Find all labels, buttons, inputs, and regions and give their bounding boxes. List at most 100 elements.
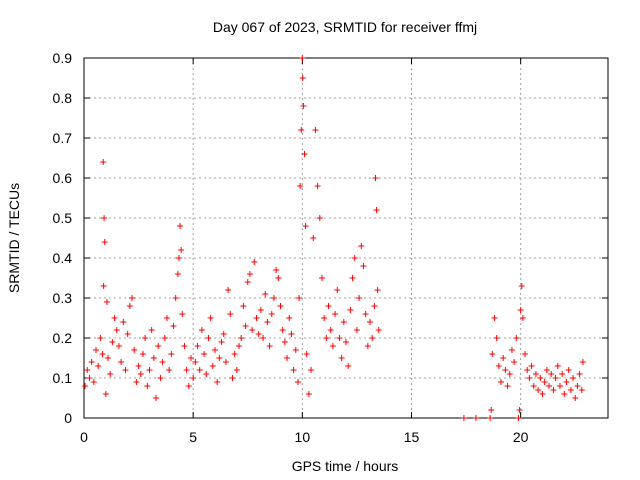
data-point	[500, 355, 507, 361]
data-point	[174, 271, 181, 277]
data-point	[349, 275, 356, 281]
data-points	[82, 55, 586, 421]
data-point	[251, 259, 258, 265]
data-point	[205, 335, 212, 341]
data-point	[181, 343, 188, 349]
data-point	[146, 367, 153, 373]
data-point	[327, 327, 334, 333]
data-point	[310, 235, 317, 241]
data-point	[318, 275, 325, 281]
data-point	[347, 307, 354, 313]
data-point	[101, 215, 108, 221]
data-point	[207, 315, 214, 321]
data-point	[255, 331, 262, 337]
y-tick-label: 0.4	[53, 250, 73, 266]
data-point	[148, 327, 155, 333]
data-point	[576, 371, 583, 377]
data-point	[133, 379, 140, 385]
data-point	[296, 295, 303, 301]
data-point	[539, 391, 546, 397]
data-point	[288, 331, 295, 337]
data-point	[565, 367, 572, 373]
data-point	[109, 339, 116, 345]
data-point	[294, 379, 301, 385]
data-point	[498, 379, 505, 385]
data-point	[371, 303, 378, 309]
data-point	[97, 335, 104, 341]
data-point	[303, 351, 310, 357]
data-point	[257, 307, 264, 313]
data-point	[358, 243, 365, 249]
data-point	[86, 375, 93, 381]
data-point	[209, 363, 216, 369]
data-point	[489, 351, 496, 357]
data-point	[548, 371, 555, 377]
data-point	[340, 319, 347, 325]
data-point	[212, 347, 218, 353]
x-axis-label: GPS time / hours	[292, 458, 399, 474]
y-tick-label: 0.2	[53, 330, 73, 346]
data-point	[190, 375, 197, 381]
data-point	[487, 415, 494, 421]
data-point	[336, 335, 343, 341]
data-point	[559, 371, 566, 377]
data-point	[175, 255, 182, 261]
data-point	[103, 299, 110, 305]
data-point	[373, 207, 380, 213]
data-point	[266, 343, 273, 349]
data-point	[201, 351, 208, 357]
data-point	[374, 287, 381, 293]
data-point	[515, 415, 522, 421]
data-point	[314, 183, 321, 189]
data-point	[511, 359, 518, 365]
data-point	[192, 359, 199, 365]
data-point	[506, 371, 513, 377]
data-point	[264, 319, 271, 325]
data-point	[170, 323, 177, 329]
data-point	[159, 359, 166, 365]
data-point	[537, 375, 544, 381]
data-point	[262, 291, 269, 297]
data-point	[338, 355, 345, 361]
data-point	[561, 391, 568, 397]
axis-ticks: 0 0.1 0.2 0.3 0.4 0.5 0.6 0.7 0.8 0.9 0 5 10 15 20	[53, 50, 608, 445]
data-point	[220, 331, 227, 337]
data-point	[139, 351, 146, 357]
data-point	[351, 255, 358, 261]
data-point	[541, 379, 548, 385]
y-tick-label: 0.6	[53, 170, 73, 186]
data-point	[244, 279, 251, 285]
data-point	[508, 347, 515, 353]
data-point	[316, 215, 323, 221]
y-tick-label: 0.7	[53, 130, 73, 146]
data-point	[312, 127, 319, 133]
data-point	[178, 247, 185, 253]
data-point	[356, 295, 363, 301]
data-point	[298, 127, 305, 133]
data-point	[364, 343, 371, 349]
data-point	[216, 355, 223, 361]
data-point	[299, 55, 306, 61]
data-point	[84, 367, 91, 373]
data-point	[253, 315, 260, 321]
data-point	[491, 315, 498, 321]
data-point	[270, 295, 277, 301]
data-point	[153, 395, 160, 401]
data-point	[325, 303, 332, 309]
data-point	[249, 327, 256, 333]
data-point	[122, 367, 129, 373]
y-tick-label: 0.5	[53, 210, 73, 226]
data-point	[115, 343, 122, 349]
data-point	[129, 295, 136, 301]
data-point	[353, 327, 360, 333]
grid-lines	[84, 58, 608, 418]
data-point	[323, 335, 330, 341]
data-point	[524, 367, 531, 373]
data-point	[179, 311, 186, 317]
data-point	[227, 311, 234, 317]
data-point	[82, 383, 89, 389]
data-point	[372, 175, 379, 181]
data-point	[229, 375, 236, 381]
data-point	[102, 391, 109, 397]
data-point	[218, 339, 225, 345]
